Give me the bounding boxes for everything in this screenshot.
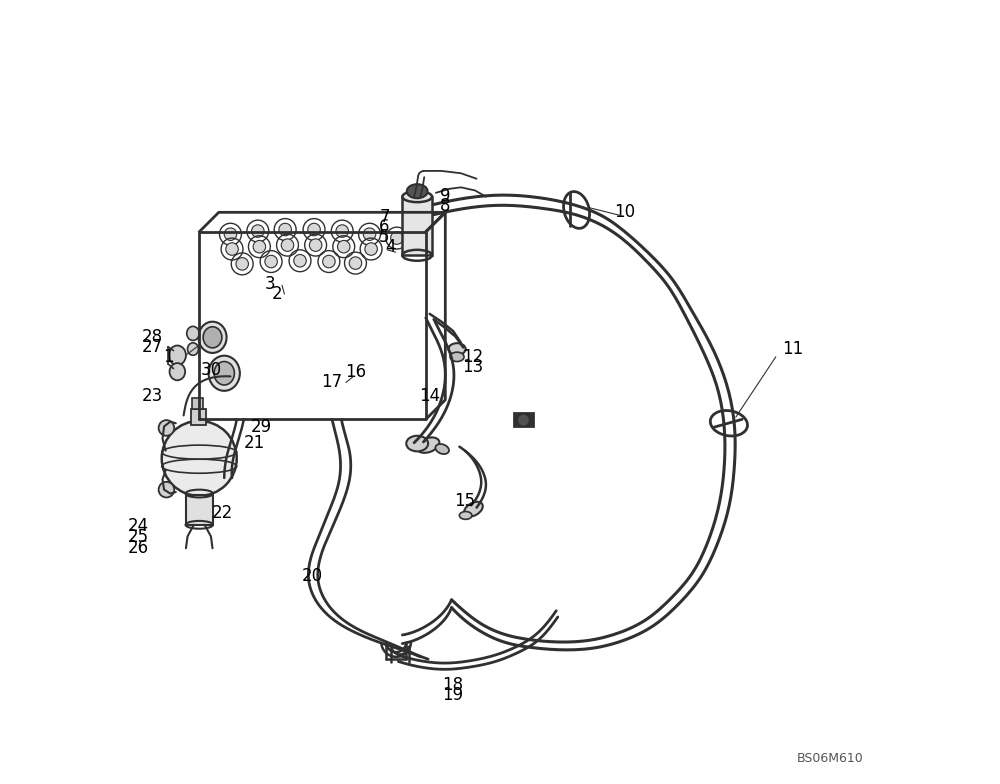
Circle shape	[349, 257, 362, 270]
Text: 23: 23	[142, 387, 163, 405]
Text: 1: 1	[163, 348, 173, 366]
Circle shape	[517, 414, 530, 426]
Ellipse shape	[407, 184, 428, 198]
Ellipse shape	[209, 356, 240, 391]
Ellipse shape	[170, 363, 185, 380]
Bar	[192, 398, 203, 409]
Ellipse shape	[448, 343, 466, 355]
Ellipse shape	[406, 436, 428, 452]
Text: 17: 17	[321, 373, 343, 391]
Circle shape	[159, 482, 174, 498]
Bar	[186, 495, 213, 524]
Text: 21: 21	[243, 434, 265, 452]
Ellipse shape	[169, 346, 186, 365]
Circle shape	[365, 243, 377, 256]
Ellipse shape	[435, 444, 449, 454]
Text: 6: 6	[379, 218, 390, 236]
Circle shape	[226, 243, 238, 256]
Text: 14: 14	[419, 387, 440, 405]
Text: 18: 18	[443, 676, 464, 694]
Circle shape	[363, 228, 376, 241]
Text: 10: 10	[614, 203, 636, 221]
Circle shape	[253, 241, 266, 253]
Circle shape	[338, 241, 350, 253]
Circle shape	[162, 421, 237, 496]
Text: 26: 26	[128, 539, 149, 557]
Ellipse shape	[402, 191, 432, 202]
Text: 29: 29	[251, 418, 272, 436]
Text: 22: 22	[212, 504, 233, 522]
Text: 3: 3	[264, 275, 275, 293]
Text: 11: 11	[782, 340, 804, 358]
Ellipse shape	[464, 502, 483, 517]
Text: 8: 8	[440, 197, 451, 215]
Ellipse shape	[417, 437, 439, 453]
Text: 5: 5	[379, 228, 390, 246]
Ellipse shape	[203, 327, 222, 348]
Circle shape	[265, 256, 277, 268]
Text: 7: 7	[379, 208, 390, 226]
Text: 15: 15	[454, 492, 475, 510]
Circle shape	[294, 255, 306, 267]
Circle shape	[336, 225, 348, 238]
Ellipse shape	[198, 321, 227, 353]
Circle shape	[252, 225, 264, 238]
Circle shape	[309, 239, 322, 252]
Circle shape	[236, 258, 248, 270]
Text: 13: 13	[462, 358, 483, 376]
Circle shape	[281, 239, 294, 252]
Text: 2: 2	[272, 285, 283, 303]
Text: 19: 19	[443, 686, 464, 704]
Circle shape	[159, 420, 174, 436]
Text: 9: 9	[440, 187, 451, 205]
Text: 20: 20	[302, 567, 323, 585]
Text: 16: 16	[345, 364, 366, 382]
Text: 24: 24	[128, 517, 149, 535]
Text: 12: 12	[462, 348, 483, 366]
Bar	[402, 197, 432, 256]
Text: BS06M610: BS06M610	[797, 753, 863, 765]
Text: 30: 30	[200, 361, 222, 379]
Text: 4: 4	[385, 238, 396, 256]
Text: 27: 27	[142, 339, 163, 357]
Circle shape	[308, 223, 320, 236]
Ellipse shape	[450, 352, 464, 361]
Circle shape	[279, 223, 291, 236]
Text: 28: 28	[142, 328, 163, 347]
Bar	[514, 413, 534, 427]
Bar	[191, 409, 206, 425]
Ellipse shape	[188, 343, 198, 355]
Circle shape	[323, 256, 335, 268]
Ellipse shape	[214, 361, 234, 385]
Circle shape	[391, 232, 403, 245]
Circle shape	[224, 228, 237, 241]
Ellipse shape	[187, 326, 199, 340]
Ellipse shape	[459, 511, 472, 519]
Text: 25: 25	[128, 528, 149, 546]
